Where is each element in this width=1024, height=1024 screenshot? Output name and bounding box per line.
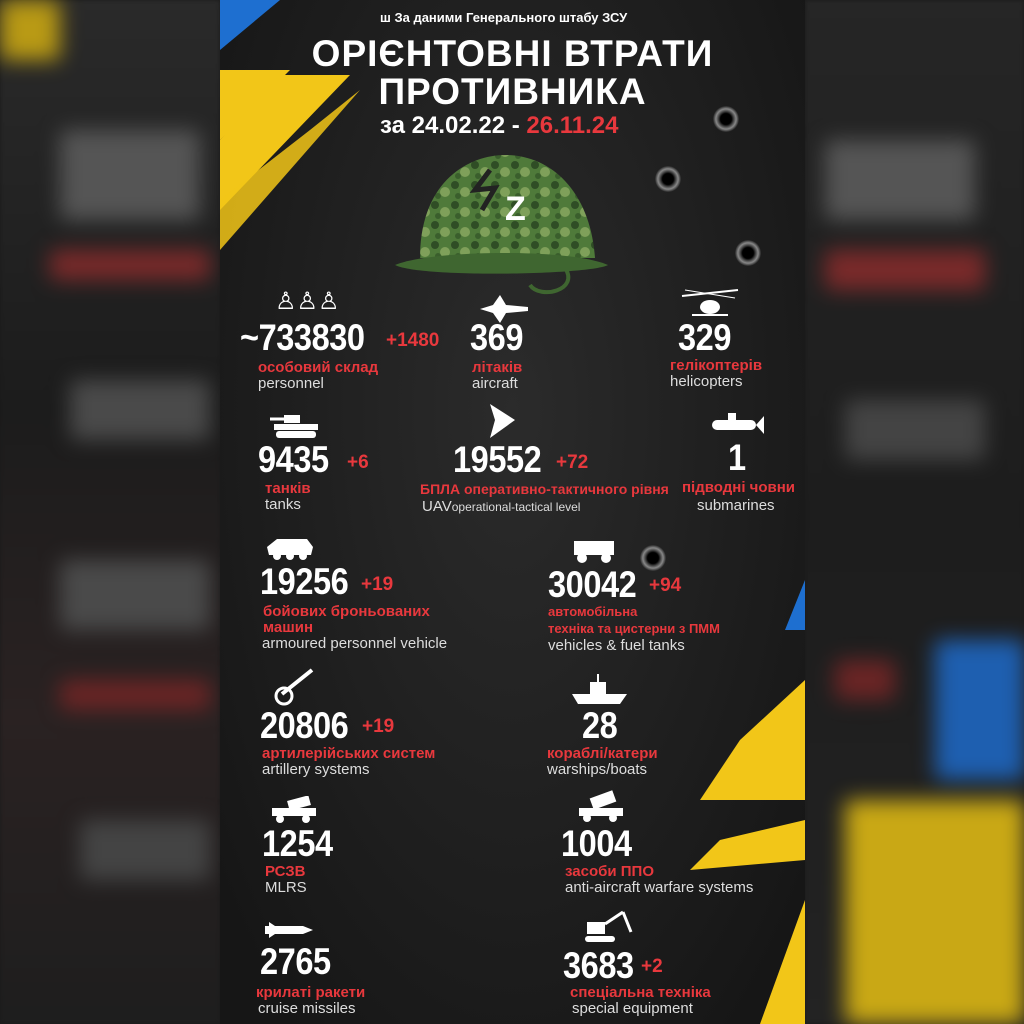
stat-value: 9435 (258, 439, 329, 480)
trident-icon: ш (380, 10, 395, 25)
stat-label-ua: гелікоптерів (670, 357, 763, 374)
stat-delta: +72 (556, 452, 589, 473)
stat-label-ua-2: техніка та цистерни з ПММ (548, 621, 720, 636)
stat-apv: 19256 +19 бойових броньованих машин armo… (260, 561, 447, 652)
stat-label-en: anti-aircraft warfare systems (565, 879, 754, 896)
stat-value: 19256 (260, 561, 349, 602)
stat-aa: 1004 засоби ППО anti-aircraft warfare sy… (561, 823, 753, 896)
stat-label-ua: автомобільна (548, 604, 638, 619)
mlrs-icon (272, 796, 316, 823)
helmet-z-mark: Z (505, 190, 526, 228)
stat-value: 329 (678, 317, 732, 358)
stat-label-ua-2: машин (263, 619, 314, 636)
stat-label-en: MLRS (265, 879, 307, 896)
stat-label-ua: РСЗВ (265, 863, 306, 880)
stat-label-ua: особовий склад (258, 359, 379, 376)
title-line-2: ПРОТИВНИКА (378, 71, 647, 112)
stat-aircraft: 369 літаків aircraft (470, 317, 530, 392)
stat-value: 19552 (453, 439, 542, 480)
excavator-icon (585, 910, 633, 942)
infographic-panel: ш За даними Генерального штабу ЗСУ ОРІЄН… (220, 0, 805, 1024)
stat-label-ua: засоби ППО (565, 863, 654, 880)
date-range: за 24.02.22 - 26.11.24 (380, 112, 619, 140)
stat-label-en: warships/boats (547, 761, 648, 778)
jet-icon (480, 295, 528, 323)
stat-label-en: UAVoperational-tactical level (422, 499, 580, 515)
stat-label-ua: спеціальна техніка (570, 984, 711, 1001)
stat-label-ua: підводні човни (682, 479, 796, 496)
stat-cruise: 2765 крилаті ракети cruise missiles (256, 941, 365, 1017)
helicopter-icon (681, 289, 739, 316)
bullet-hole-icon (713, 106, 739, 132)
stat-value: 2765 (260, 941, 331, 982)
stat-mlrs: 1254 РСЗВ MLRS (262, 823, 342, 896)
soldiers-icon: ♙♙♙ (275, 288, 340, 315)
stat-artillery: 20806 +19 артилерійських систем artiller… (260, 705, 435, 778)
title-line-1: ОРІЄНТОВНІ ВТРАТИ (311, 33, 714, 74)
blurred-background-right (805, 0, 1024, 1024)
stat-label-en: vehicles & fuel tanks (548, 637, 685, 654)
stat-delta: +19 (361, 574, 394, 595)
drone-icon (490, 404, 515, 438)
stat-value: 1254 (262, 823, 333, 864)
source-line: ш За даними Генерального штабу ЗСУ (380, 10, 627, 26)
uav-abbrev: UAV (422, 498, 452, 515)
stat-special: 3683 +2 спеціальна техніка special equip… (563, 945, 711, 1017)
stat-helicopters: 329 гелікоптерів helicopters (670, 317, 762, 390)
stat-delta: +19 (362, 716, 395, 737)
date-start: за 24.02.22 - (380, 112, 520, 139)
bullet-hole-icon (640, 545, 666, 571)
stat-value: 20806 (260, 705, 349, 746)
stat-submarines: 1 підводні човни submarines (682, 437, 795, 514)
flag-stripes-decoration (220, 0, 805, 1024)
tank-icon (270, 415, 318, 438)
stat-label-en: aircraft (472, 375, 518, 392)
stat-delta: +2 (641, 956, 663, 977)
stat-value: 3683 (563, 945, 634, 986)
stat-value: 30042 (548, 564, 637, 605)
apc-icon (267, 539, 313, 560)
stat-label-en: cruise missiles (258, 1000, 356, 1017)
stat-value: 369 (470, 317, 524, 358)
helmet-icon: Z (395, 155, 608, 295)
stat-label-ua: кораблі/катери (547, 745, 658, 762)
stat-value: 1004 (561, 823, 632, 864)
date-end: 26.11.24 (526, 112, 619, 139)
stat-delta: +1480 (386, 330, 440, 351)
bullet-hole-icon (735, 240, 761, 266)
missile-icon (265, 922, 313, 938)
stat-label-ua: літаків (472, 359, 523, 376)
stat-label-ua: танків (265, 480, 311, 497)
source-text: За даними Генерального штабу ЗСУ (394, 10, 628, 25)
submarine-icon (712, 413, 764, 434)
stat-label-ua: артилерійських систем (262, 745, 436, 762)
stat-value: 28 (582, 705, 618, 746)
stat-label-en: special equipment (572, 1000, 693, 1017)
cannon-icon (274, 668, 314, 706)
stat-tanks: 9435 +6 танків tanks (258, 439, 369, 513)
stat-label-en: artillery systems (262, 761, 370, 778)
stat-label-en: tanks (265, 496, 301, 513)
stat-delta: +94 (649, 575, 682, 596)
stat-label-ua: БПЛА оперативно-тактичного рівня (420, 481, 669, 497)
stat-value: 1 (728, 437, 746, 478)
stat-label-ua: бойових броньованих (263, 603, 430, 620)
stat-delta: +6 (347, 452, 369, 473)
stat-warships: 28 кораблі/катери warships/boats (547, 705, 658, 778)
stat-label-en: submarines (697, 497, 775, 514)
air-defense-icon (579, 790, 623, 822)
stat-personnel: ~733830 +1480 особовий склад personnel (240, 317, 439, 392)
stat-vehicles: 30042 +94 автомобільна техніка та цистер… (548, 564, 720, 654)
stat-value: ~733830 (240, 317, 365, 358)
warship-icon (572, 674, 627, 704)
stat-uav: 19552 +72 БПЛА оперативно-тактичного рів… (420, 439, 669, 515)
blurred-background-left (0, 0, 220, 1024)
stat-label-en: personnel (258, 375, 324, 392)
bullet-hole-icon (655, 166, 681, 192)
stat-label-en: helicopters (670, 373, 743, 390)
truck-icon (574, 541, 614, 563)
stat-label-en: armoured personnel vehicle (262, 635, 448, 652)
uav-level: operational-tactical level (451, 500, 581, 514)
stat-label-ua: крилаті ракети (256, 984, 366, 1001)
